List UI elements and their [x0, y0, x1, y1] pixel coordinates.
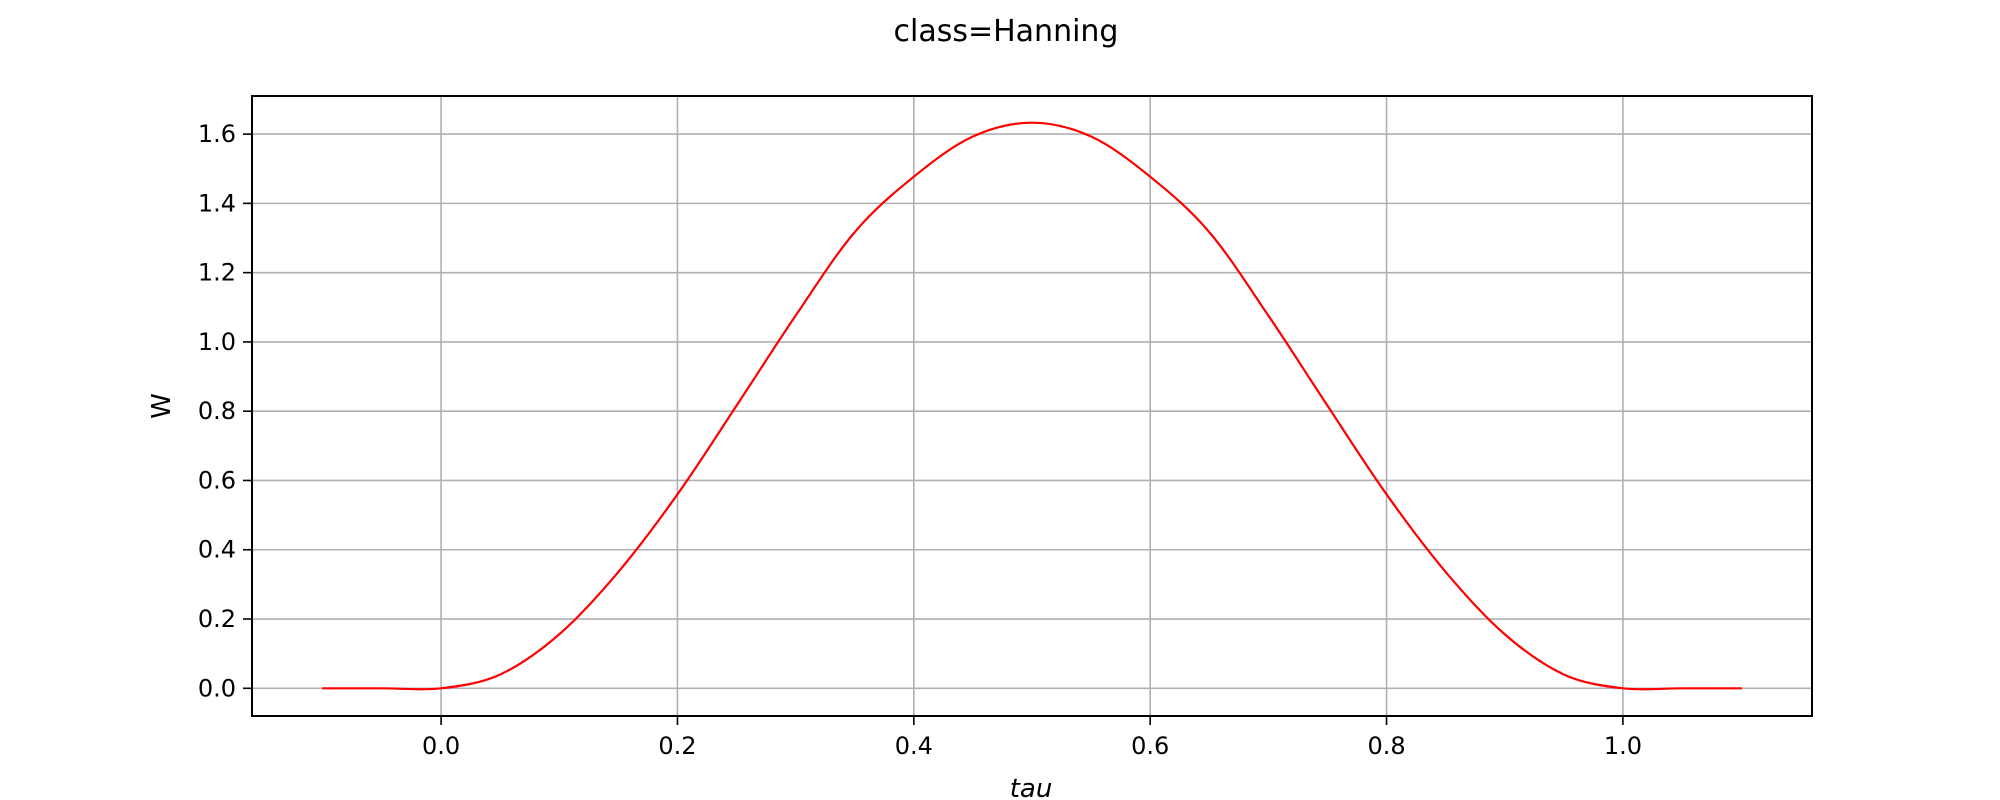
- y-tick-label: 0.6: [198, 466, 236, 494]
- grid-layer: [252, 96, 1812, 716]
- y-tick-label: 0.2: [198, 605, 236, 633]
- x-tick-label: 0.0: [422, 732, 460, 760]
- x-tick-label: 1.0: [1604, 732, 1642, 760]
- y-axis-label: W: [147, 393, 177, 419]
- y-tick-label: 1.2: [198, 259, 236, 287]
- x-tick-label: 0.6: [1131, 732, 1169, 760]
- y-tick-label: 0.8: [198, 397, 236, 425]
- series-layer: [321, 121, 1743, 691]
- y-tick-label: 0.4: [198, 536, 236, 564]
- x-axis-label: tau: [1010, 774, 1053, 800]
- y-tick-label: 1.6: [198, 120, 236, 148]
- plot-frame: [251, 95, 1813, 717]
- x-tick-label: 0.2: [658, 732, 696, 760]
- y-tick-label: 0.0: [198, 674, 236, 702]
- x-tick-label: 0.8: [1367, 732, 1405, 760]
- tick-layer: 0.0 0.2 0.4 0.6 0.8 1.0 0.0 0.2 0.4 0.6 0.8 1.0 1.2 1…: [198, 120, 1642, 760]
- y-tick-label: 1.0: [198, 328, 236, 356]
- chart-title: class=Hanning: [894, 14, 1119, 49]
- x-tick-label: 0.4: [895, 732, 933, 760]
- y-tick-label: 1.4: [198, 189, 236, 217]
- series-line: [321, 121, 1743, 691]
